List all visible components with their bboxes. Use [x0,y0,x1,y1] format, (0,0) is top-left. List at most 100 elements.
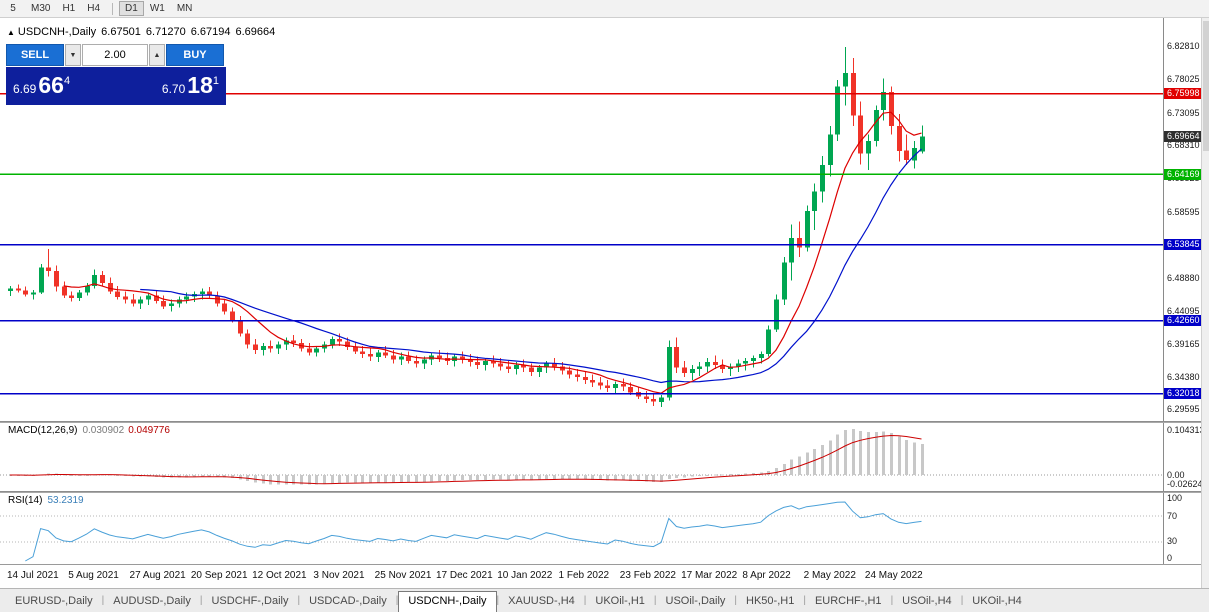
chart-tab-eurchf-h1[interactable]: EURCHF-,H1 [814,594,882,607]
trade-prices-row: 6.69664 6.70181 [6,67,226,105]
pane-divider-rsi[interactable] [0,491,1201,493]
chart-tab-audusd-daily[interactable]: AUDUSD-,Daily [113,594,191,607]
macd-axis[interactable]: 0.104313 0.00-0.026248 [1163,423,1201,491]
collapse-arrow-icon[interactable]: ▲ [7,28,15,37]
chevron-down-icon: ▼ [69,51,77,59]
symbol-period-label: USDCNH-,Daily [17,26,97,38]
buy-price[interactable]: 6.70181 [162,74,219,98]
timeframe-toolbar: 5 M30 H1 H4 D1 W1 MN [0,0,1209,18]
ma-fast-line [63,111,922,394]
timeframe-button-5[interactable]: 5 [1,1,25,16]
date-label: 2 May 2022 [803,570,856,581]
date-label: 10 Jan 2022 [497,570,553,581]
trade-controls-row: SELL ▼ ▲ BUY [6,44,226,66]
timeframe-button-mn[interactable]: MN [171,1,199,16]
date-label: 1 Feb 2022 [558,570,610,581]
price-tick-label: 6.34380 [1167,371,1200,382]
price-tick-label: 6.78025 [1167,74,1200,85]
tab-separator: | [297,595,301,606]
volume-decrease-button[interactable]: ▼ [65,44,81,66]
price-line-label: 6.42660 [1164,315,1201,327]
tab-separator: | [101,595,105,606]
macd-signal-value: 0.049776 [128,425,170,436]
rsi-axis-label: 30 [1167,536,1178,547]
pane-divider-macd[interactable] [0,421,1201,423]
price-line-label: 6.32018 [1164,387,1201,399]
date-label: 12 Oct 2021 [252,570,307,581]
macd-histogram [9,429,924,485]
chart-tab-usdchf-daily[interactable]: USDCHF-,Daily [211,594,289,607]
tab-separator: | [583,595,587,606]
macd-axis-label: 0.104313 [1167,424,1201,435]
tab-separator: | [734,595,738,606]
price-axis[interactable]: 6.828106.780256.730956.683106.635256.585… [1163,18,1201,421]
macd-main-value: 0.030902 [82,425,125,436]
chart-tab-usdcnh-daily[interactable]: USDCNH-,Daily [398,590,497,612]
chart-tab-hk50-h1[interactable]: HK50-,H1 [746,594,795,607]
low-value: 6.67194 [190,26,231,38]
buy-price-point: 1 [212,75,219,87]
price-pane: 6.828106.780256.730956.683106.635256.585… [0,18,1201,421]
timeframe-button-w1[interactable]: W1 [144,1,171,16]
tab-separator: | [395,595,399,606]
chart-tab-xauusd-h4[interactable]: XAUUSD-,H4 [508,594,575,607]
sell-price[interactable]: 6.69664 [13,74,70,98]
timeframe-button-m30[interactable]: M30 [25,1,56,16]
buy-button[interactable]: BUY [166,44,224,66]
chart-tab-eurusd-daily[interactable]: EURUSD-,Daily [15,594,93,607]
timeframe-button-h1[interactable]: H1 [56,1,81,16]
scrollbar-thumb[interactable] [1203,21,1209,151]
timeframe-button-d1[interactable]: D1 [119,1,144,16]
date-label: 5 Aug 2021 [68,570,119,581]
vertical-scrollbar[interactable] [1201,18,1209,588]
sell-price-base: 6.69 [13,82,37,96]
chart-tab-usdcad-daily[interactable]: USDCAD-,Daily [309,594,387,607]
chart-tab-ukoil-h4[interactable]: UKOil-,H4 [972,594,1022,607]
buy-price-base: 6.70 [161,82,186,96]
rsi-indicator-label: RSI(14) 53.2319 [8,495,84,506]
price-tick-label: 6.48880 [1167,272,1200,283]
macd-indicator-label: MACD(12,26,9) 0.030902 0.049776 [8,425,170,436]
ma-slow-line [140,148,922,384]
tab-separator: | [960,595,964,606]
rsi-title: RSI(14) [8,495,43,506]
close-value: 6.69664 [235,26,276,38]
macd-title: MACD(12,26,9) [8,425,78,436]
rsi-line [25,501,922,562]
macd-pane: 0.104313 0.00-0.026248 MACD(12,26,9) 0.030… [0,423,1201,491]
volume-input[interactable] [82,44,148,66]
high-value: 6.71270 [145,26,186,38]
macd-axis-label: -0.026248 [1167,478,1201,489]
tab-separator: | [496,595,500,606]
macd-chart[interactable] [0,423,1163,491]
candlestick-chart[interactable] [0,18,1163,421]
price-tick-label: 6.44095 [1167,305,1200,316]
date-label: 17 Mar 2022 [681,570,738,581]
chart-tab-usoil-h4[interactable]: USOil-,H4 [902,594,952,607]
chevron-up-icon: ▲ [153,51,161,59]
rsi-pane: 100 70 30 0 RSI(14) 53.2319 [0,493,1201,564]
sell-button[interactable]: SELL [6,44,64,66]
macd-signal-line [10,434,922,485]
tab-separator: | [653,595,657,606]
timeframe-button-h4[interactable]: H4 [81,1,106,16]
chart-tab-ukoil-h1[interactable]: UKOil-,H1 [595,594,645,607]
rsi-axis-label: 70 [1167,510,1178,521]
price-line-label: 6.53845 [1164,239,1201,251]
rsi-axis[interactable]: 100 70 30 0 [1163,493,1201,564]
chart-tab-usoil-daily[interactable]: USOil-,Daily [665,594,726,607]
chart-tab-bar: EURUSD-,Daily | AUDUSD-,Daily | USDCHF-,Dail… [0,588,1209,612]
tab-separator: | [803,595,806,606]
tab-separator: | [199,595,203,606]
toolbar-group-separator [112,2,114,15]
price-line-label: 6.75998 [1164,87,1201,99]
rsi-chart[interactable] [0,493,1163,564]
rsi-axis-label: 100 [1167,493,1183,503]
sell-price-point: 4 [63,75,71,87]
volume-increase-button[interactable]: ▲ [149,44,165,66]
price-tick-label: 6.82810 [1167,41,1200,52]
date-axis[interactable]: 14 Jul 2021 5 Aug 2021 27 Aug 2021 20 Sep 2… [0,564,1201,588]
date-label: 23 Feb 2022 [619,570,676,581]
date-label: 14 Jul 2021 [7,570,59,581]
